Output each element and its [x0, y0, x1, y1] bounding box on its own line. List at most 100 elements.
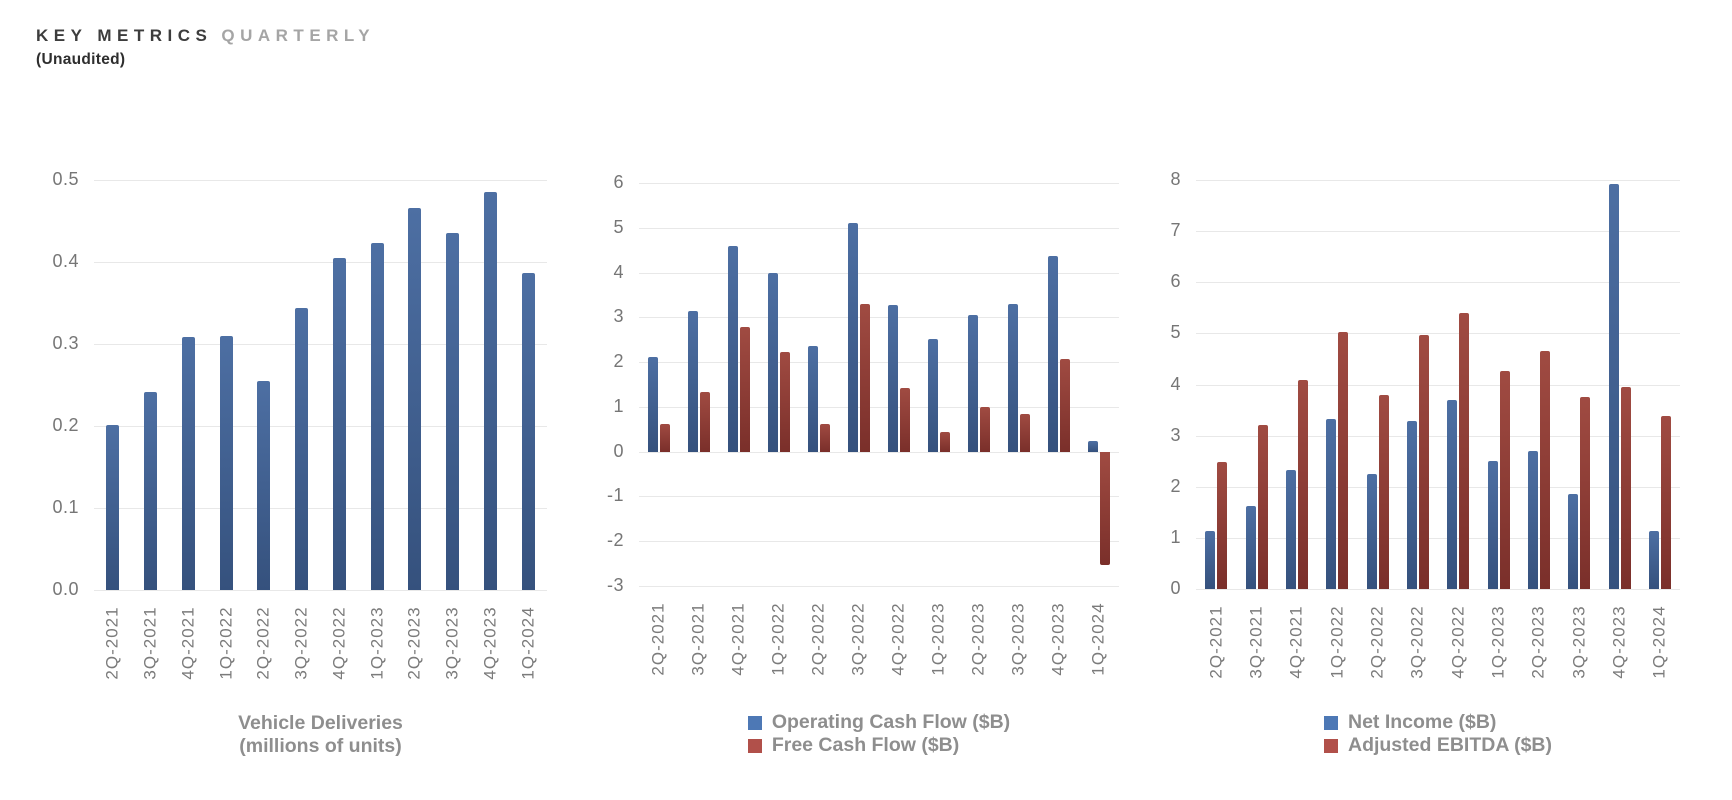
bar [1648, 531, 1659, 589]
x-axis-label: 1Q-2023 [1489, 598, 1509, 686]
x-axis-label: 1Q-2024 [1650, 598, 1670, 686]
bar [106, 425, 120, 590]
page-title: KEY METRICS QUARTERLY [36, 26, 375, 46]
bar [257, 380, 271, 590]
legend-entry: Operating Cash Flow ($B) [747, 711, 1010, 734]
chart-legend: Net Income ($B) Adjusted EBITDA ($B) [1196, 711, 1680, 758]
bar [1326, 419, 1337, 589]
y-axis-tick-label: 5 [1170, 322, 1181, 343]
x-axis-label: 4Q-2023 [1610, 598, 1630, 686]
y-axis-tick-label: 0.4 [52, 251, 79, 271]
y-axis-tick-label: 4 [1170, 373, 1181, 394]
blue-series-swatch [747, 715, 762, 730]
bar [1297, 379, 1308, 589]
bar [1660, 416, 1671, 589]
bar [1580, 396, 1591, 589]
bar [1048, 256, 1058, 452]
bar [968, 314, 978, 452]
red-series-swatch [1323, 738, 1338, 753]
gridline [94, 180, 547, 181]
bar [928, 339, 938, 452]
y-axis-tick-label: 0.2 [52, 415, 79, 435]
bar [1499, 370, 1510, 589]
bar [780, 351, 790, 452]
x-axis-label: 3Q-2023 [1569, 598, 1589, 686]
bar [820, 423, 830, 452]
y-axis-tick-label: -3 [606, 575, 624, 595]
y-axis-tick-label: 5 [613, 216, 624, 237]
bar [1418, 334, 1429, 589]
bar [940, 432, 950, 452]
legend-entry: Net Income ($B) [1323, 711, 1552, 734]
bar [219, 335, 233, 590]
y-axis-tick-label: 3 [613, 306, 624, 327]
blue-series-swatch [1323, 715, 1338, 730]
y-axis-tick-label: 0 [1170, 578, 1181, 598]
gridline [94, 508, 547, 509]
x-axis-label: 3Q-2021 [1247, 598, 1267, 686]
y-axis-tick-label: 7 [1170, 220, 1181, 241]
bar [700, 392, 710, 452]
title-key-metrics: KEY METRICS [36, 26, 213, 45]
gridline [1196, 537, 1680, 539]
y-axis-tick-label: 0.0 [52, 579, 79, 599]
bar [768, 272, 778, 452]
gridline [1196, 333, 1680, 335]
x-axis-label-text: 3Q-2021 [1246, 605, 1266, 679]
gridline [1196, 180, 1680, 181]
gridline [639, 272, 1119, 274]
bar [1257, 425, 1268, 589]
x-axis-label-text: 1Q-2024 [1649, 605, 1669, 679]
x-axis-label-text: 1Q-2023 [1488, 605, 1508, 679]
bar [1338, 332, 1349, 589]
gridline [1196, 435, 1680, 437]
chart-legend-entries: Net Income ($B) Adjusted EBITDA ($B) [1323, 711, 1553, 757]
bar [980, 406, 990, 452]
x-axis-label-text: 4Q-2023 [1609, 605, 1629, 679]
bar [1366, 473, 1377, 589]
y-axis-tick-label: 2 [1170, 475, 1181, 496]
bar [688, 310, 698, 452]
y-axis-tick-label: 1 [613, 395, 624, 416]
bar [1060, 359, 1070, 452]
legend-entry-label: Net Income ($B) [1347, 711, 1497, 733]
x-axis-label-text: 4Q-2021 [1286, 605, 1306, 679]
y-axis-tick-label: 0.3 [52, 333, 79, 353]
x-axis-label-text: 1Q-2022 [1327, 605, 1347, 679]
x-axis-label: 4Q-2022 [1448, 598, 1468, 686]
bar [1568, 494, 1579, 589]
bar [1285, 470, 1296, 589]
bar [1378, 395, 1389, 589]
gridline [639, 586, 1119, 587]
gridline [639, 317, 1119, 319]
bar [1620, 387, 1631, 589]
y-axis-tick-label: 0.1 [52, 497, 79, 517]
bar [900, 388, 910, 452]
y-axis-tick-label: 3 [1170, 424, 1181, 445]
bar [648, 356, 658, 452]
x-axis-label-text: 2Q-2023 [1528, 605, 1548, 679]
y-axis-tick-label: 6 [1170, 271, 1181, 292]
x-axis-label-text: 3Q-2023 [1569, 605, 1589, 679]
chart-caption-line: (millions of units) [239, 735, 402, 757]
bar [1245, 506, 1256, 589]
page-subtitle: (Unaudited) [36, 51, 126, 68]
gridline [639, 183, 1119, 184]
gridline [94, 262, 547, 263]
bar [144, 392, 158, 590]
bar [332, 257, 346, 590]
gridline [1196, 384, 1680, 386]
red-series-swatch [747, 738, 762, 753]
gridline [639, 451, 1119, 453]
bar [1088, 440, 1098, 452]
bar [1205, 530, 1216, 589]
legend-entry: Adjusted EBITDA ($B) [1323, 734, 1553, 757]
gridline [639, 362, 1119, 364]
legend-entry-label: Adjusted EBITDA ($B) [1347, 734, 1553, 756]
bar [483, 192, 497, 590]
chart-caption: Vehicle Deliveries (millions of units) [94, 712, 547, 758]
gridline [1196, 282, 1680, 284]
